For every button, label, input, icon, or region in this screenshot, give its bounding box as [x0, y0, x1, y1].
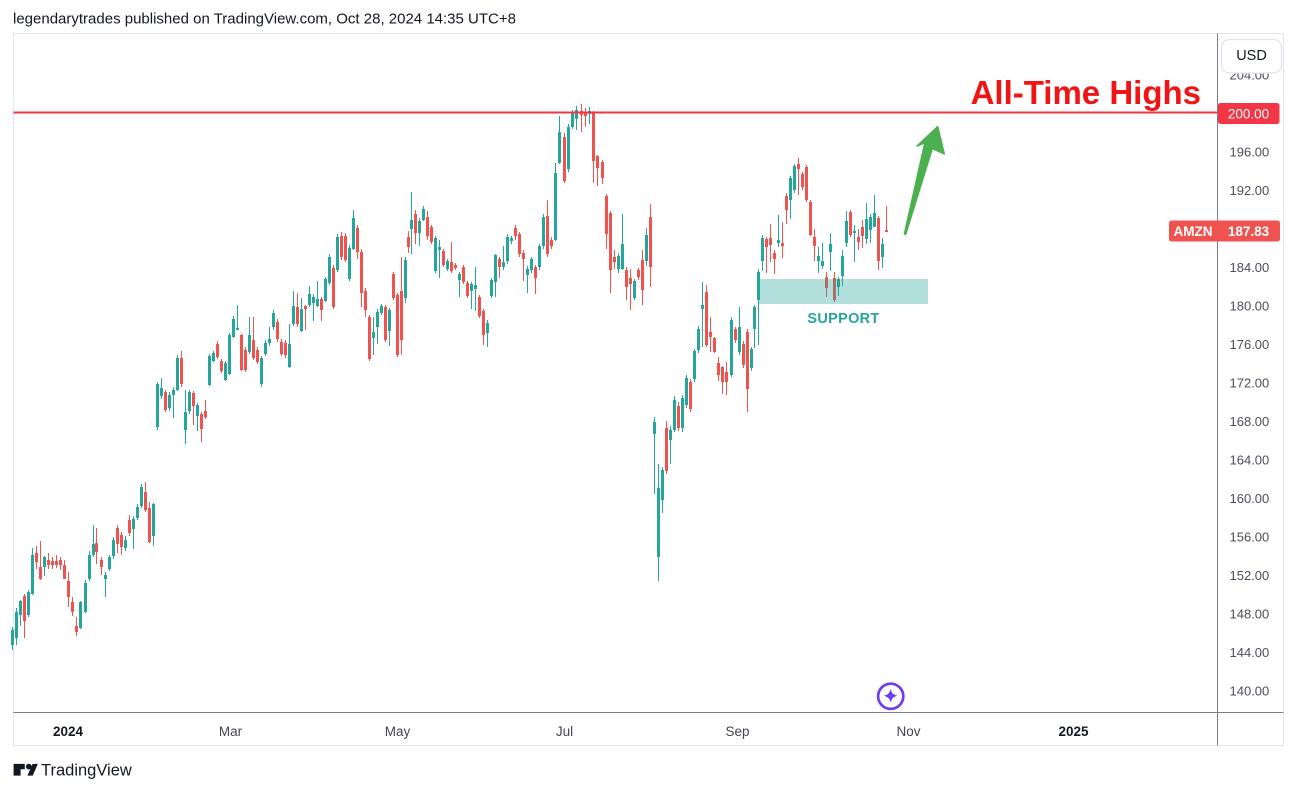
- svg-text:Mar: Mar: [219, 724, 243, 739]
- svg-text:Sep: Sep: [725, 724, 749, 739]
- svg-text:168.00: 168.00: [1230, 414, 1270, 429]
- svg-text:144.00: 144.00: [1230, 645, 1270, 660]
- svg-text:184.00: 184.00: [1230, 260, 1270, 275]
- svg-text:legendarytrades published on T: legendarytrades published on TradingView…: [13, 11, 516, 28]
- svg-text:AMZN: AMZN: [1174, 224, 1213, 239]
- svg-text:200.00: 200.00: [1228, 107, 1269, 122]
- svg-text:SUPPORT: SUPPORT: [807, 311, 879, 327]
- svg-text:2024: 2024: [53, 724, 84, 739]
- svg-text:TradingView: TradingView: [41, 762, 132, 780]
- svg-text:May: May: [385, 724, 411, 739]
- svg-text:USD: USD: [1236, 48, 1267, 64]
- svg-text:192.00: 192.00: [1230, 183, 1270, 198]
- svg-text:180.00: 180.00: [1230, 299, 1270, 314]
- svg-text:156.00: 156.00: [1230, 530, 1270, 545]
- svg-text:2025: 2025: [1058, 724, 1089, 739]
- svg-text:196.00: 196.00: [1230, 145, 1270, 160]
- svg-text:Jul: Jul: [556, 724, 573, 739]
- svg-text:187.83: 187.83: [1228, 224, 1270, 239]
- svg-text:160.00: 160.00: [1230, 491, 1270, 506]
- svg-text:152.00: 152.00: [1230, 568, 1270, 583]
- svg-text:164.00: 164.00: [1230, 453, 1270, 468]
- svg-text:172.00: 172.00: [1230, 376, 1270, 391]
- svg-text:148.00: 148.00: [1230, 607, 1270, 622]
- svg-text:176.00: 176.00: [1230, 337, 1270, 352]
- svg-text:All-Time Highs: All-Time Highs: [971, 74, 1201, 111]
- svg-text:140.00: 140.00: [1230, 684, 1270, 699]
- svg-text:Nov: Nov: [896, 724, 920, 739]
